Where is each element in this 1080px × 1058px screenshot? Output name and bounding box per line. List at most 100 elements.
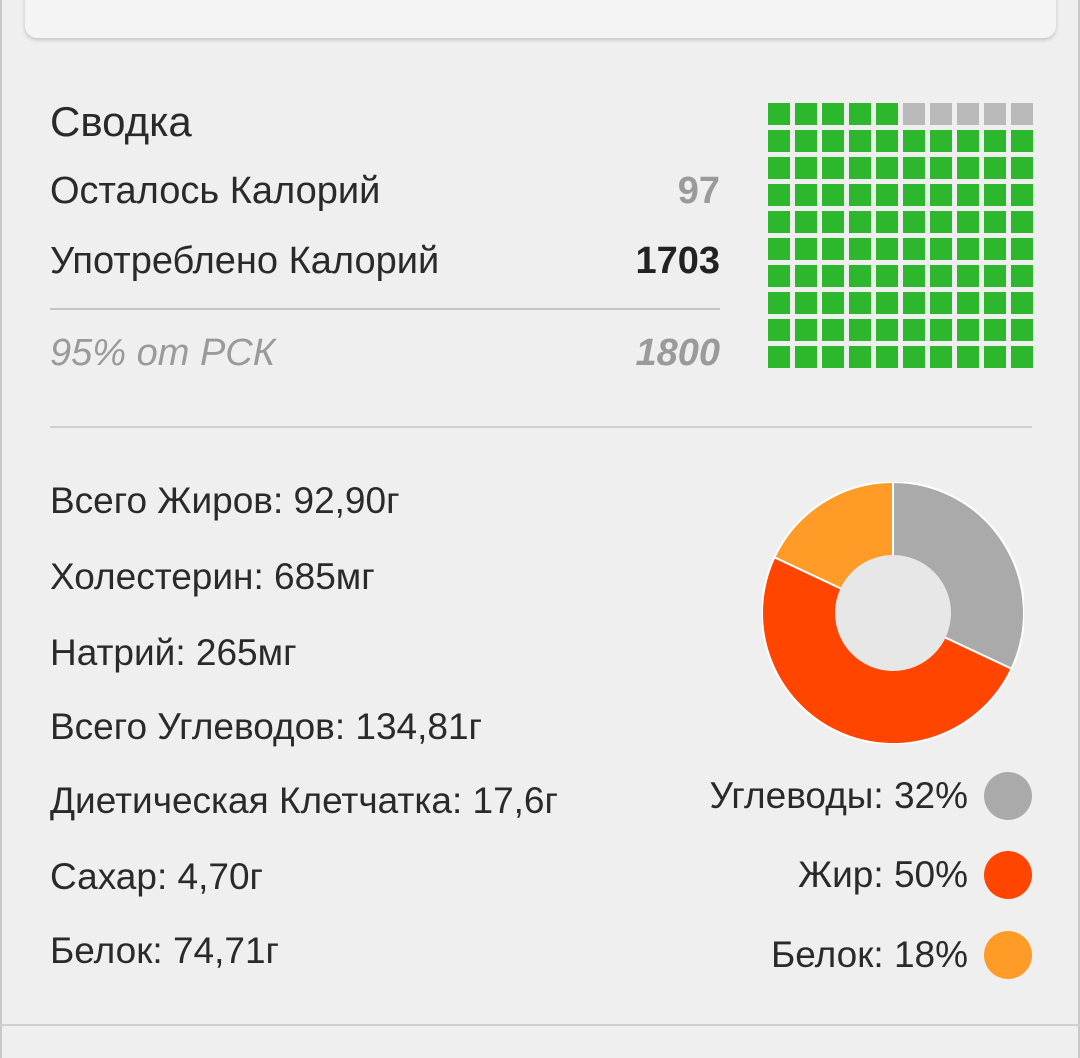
legend-carbs: Углеводы: 32% — [709, 771, 1032, 821]
progress-cell-filled — [1011, 157, 1033, 179]
progress-cell-filled — [849, 292, 871, 314]
progress-cell-filled — [876, 184, 898, 206]
progress-cell-filled — [930, 319, 952, 341]
progress-cell-filled — [957, 292, 979, 314]
progress-cell-filled — [1011, 130, 1033, 152]
progress-cell-filled — [930, 184, 952, 206]
progress-cell-filled — [984, 130, 1006, 152]
progress-cell-filled — [930, 265, 952, 287]
progress-cell-filled — [876, 292, 898, 314]
progress-cell-filled — [822, 211, 844, 233]
progress-cell-filled — [795, 319, 817, 341]
rdi-percent-label: 95% от РСК — [50, 332, 276, 374]
progress-cell-filled — [876, 319, 898, 341]
progress-cell-filled — [768, 103, 790, 125]
consumed-calories-value: 1703 — [635, 240, 720, 282]
progress-cell-filled — [903, 157, 925, 179]
progress-cell-filled — [795, 130, 817, 152]
progress-cell-filled — [903, 238, 925, 260]
progress-cell-filled — [876, 130, 898, 152]
progress-cell-filled — [957, 238, 979, 260]
progress-cell-filled — [849, 265, 871, 287]
progress-cell-filled — [849, 157, 871, 179]
progress-cell-filled — [795, 346, 817, 368]
legend-protein: Белок: 18% — [771, 930, 1032, 980]
remaining-calories-value: 97 — [677, 170, 720, 212]
progress-cell-filled — [930, 346, 952, 368]
progress-cell-filled — [930, 130, 952, 152]
progress-cell-filled — [822, 292, 844, 314]
progress-cell-filled — [957, 346, 979, 368]
progress-cell-filled — [984, 211, 1006, 233]
progress-cell-filled — [849, 184, 871, 206]
macro-donut-chart — [762, 482, 1024, 744]
progress-cell-filled — [957, 265, 979, 287]
remaining-calories-label: Осталось Калорий — [50, 170, 381, 212]
legend-carbs-label: Углеводы: 32% — [709, 775, 969, 816]
section-divider — [50, 426, 1032, 428]
progress-cell-filled — [822, 265, 844, 287]
progress-cell-filled — [1011, 292, 1033, 314]
bottom-divider — [0, 1024, 1080, 1026]
summary-divider — [50, 308, 720, 310]
progress-cell-filled — [930, 238, 952, 260]
progress-cell-filled — [903, 346, 925, 368]
progress-cell-filled — [984, 157, 1006, 179]
progress-cell-filled — [849, 103, 871, 125]
progress-cell-filled — [957, 130, 979, 152]
progress-cell-filled — [984, 184, 1006, 206]
progress-cell-filled — [768, 238, 790, 260]
progress-cell-filled — [822, 238, 844, 260]
nutrient-total-carbs: Всего Углеводов: 134,81г — [50, 706, 483, 747]
progress-cell-empty — [930, 103, 952, 125]
progress-cell-filled — [876, 346, 898, 368]
progress-cell-filled — [849, 238, 871, 260]
progress-cell-filled — [822, 157, 844, 179]
progress-cell-empty — [903, 103, 925, 125]
legend-fat-dot — [984, 851, 1032, 899]
progress-cell-filled — [930, 211, 952, 233]
progress-cell-filled — [957, 184, 979, 206]
progress-cell-filled — [822, 184, 844, 206]
nutrient-dietary-fiber: Диетическая Клетчатка: 17,6г — [50, 780, 559, 821]
progress-cell-filled — [768, 130, 790, 152]
progress-cell-filled — [876, 157, 898, 179]
donut-hole — [835, 555, 951, 671]
progress-cell-filled — [795, 157, 817, 179]
right-edge — [1078, 0, 1080, 1058]
progress-cell-filled — [984, 238, 1006, 260]
progress-cell-filled — [768, 319, 790, 341]
progress-cell-empty — [1011, 103, 1033, 125]
progress-cell-filled — [795, 103, 817, 125]
progress-cell-filled — [957, 157, 979, 179]
progress-cell-filled — [903, 184, 925, 206]
progress-cell-empty — [957, 103, 979, 125]
progress-cell-filled — [903, 292, 925, 314]
progress-cell-filled — [903, 130, 925, 152]
progress-cell-filled — [1011, 238, 1033, 260]
nutrient-cholesterol: Холестерин: 685мг — [50, 556, 375, 597]
progress-cell-filled — [849, 211, 871, 233]
progress-cell-filled — [795, 184, 817, 206]
progress-cell-filled — [768, 211, 790, 233]
nutrient-total-fat: Всего Жиров: 92,90г — [50, 480, 400, 521]
progress-cell-filled — [930, 157, 952, 179]
progress-cell-filled — [930, 292, 952, 314]
progress-cell-filled — [1011, 184, 1033, 206]
progress-cell-filled — [984, 265, 1006, 287]
legend-carbs-dot — [984, 772, 1032, 820]
progress-cell-filled — [984, 292, 1006, 314]
legend-fat-label: Жир: 50% — [797, 854, 968, 895]
progress-cell-filled — [768, 157, 790, 179]
progress-cell-filled — [876, 103, 898, 125]
progress-cell-filled — [822, 130, 844, 152]
progress-cell-filled — [903, 211, 925, 233]
progress-cell-filled — [849, 130, 871, 152]
progress-cell-empty — [984, 103, 1006, 125]
left-edge — [0, 0, 2, 1058]
progress-cell-filled — [876, 238, 898, 260]
nutrient-sugar: Сахар: 4,70г — [50, 856, 264, 897]
progress-cell-filled — [1011, 319, 1033, 341]
progress-cell-filled — [795, 238, 817, 260]
previous-card — [25, 0, 1056, 38]
